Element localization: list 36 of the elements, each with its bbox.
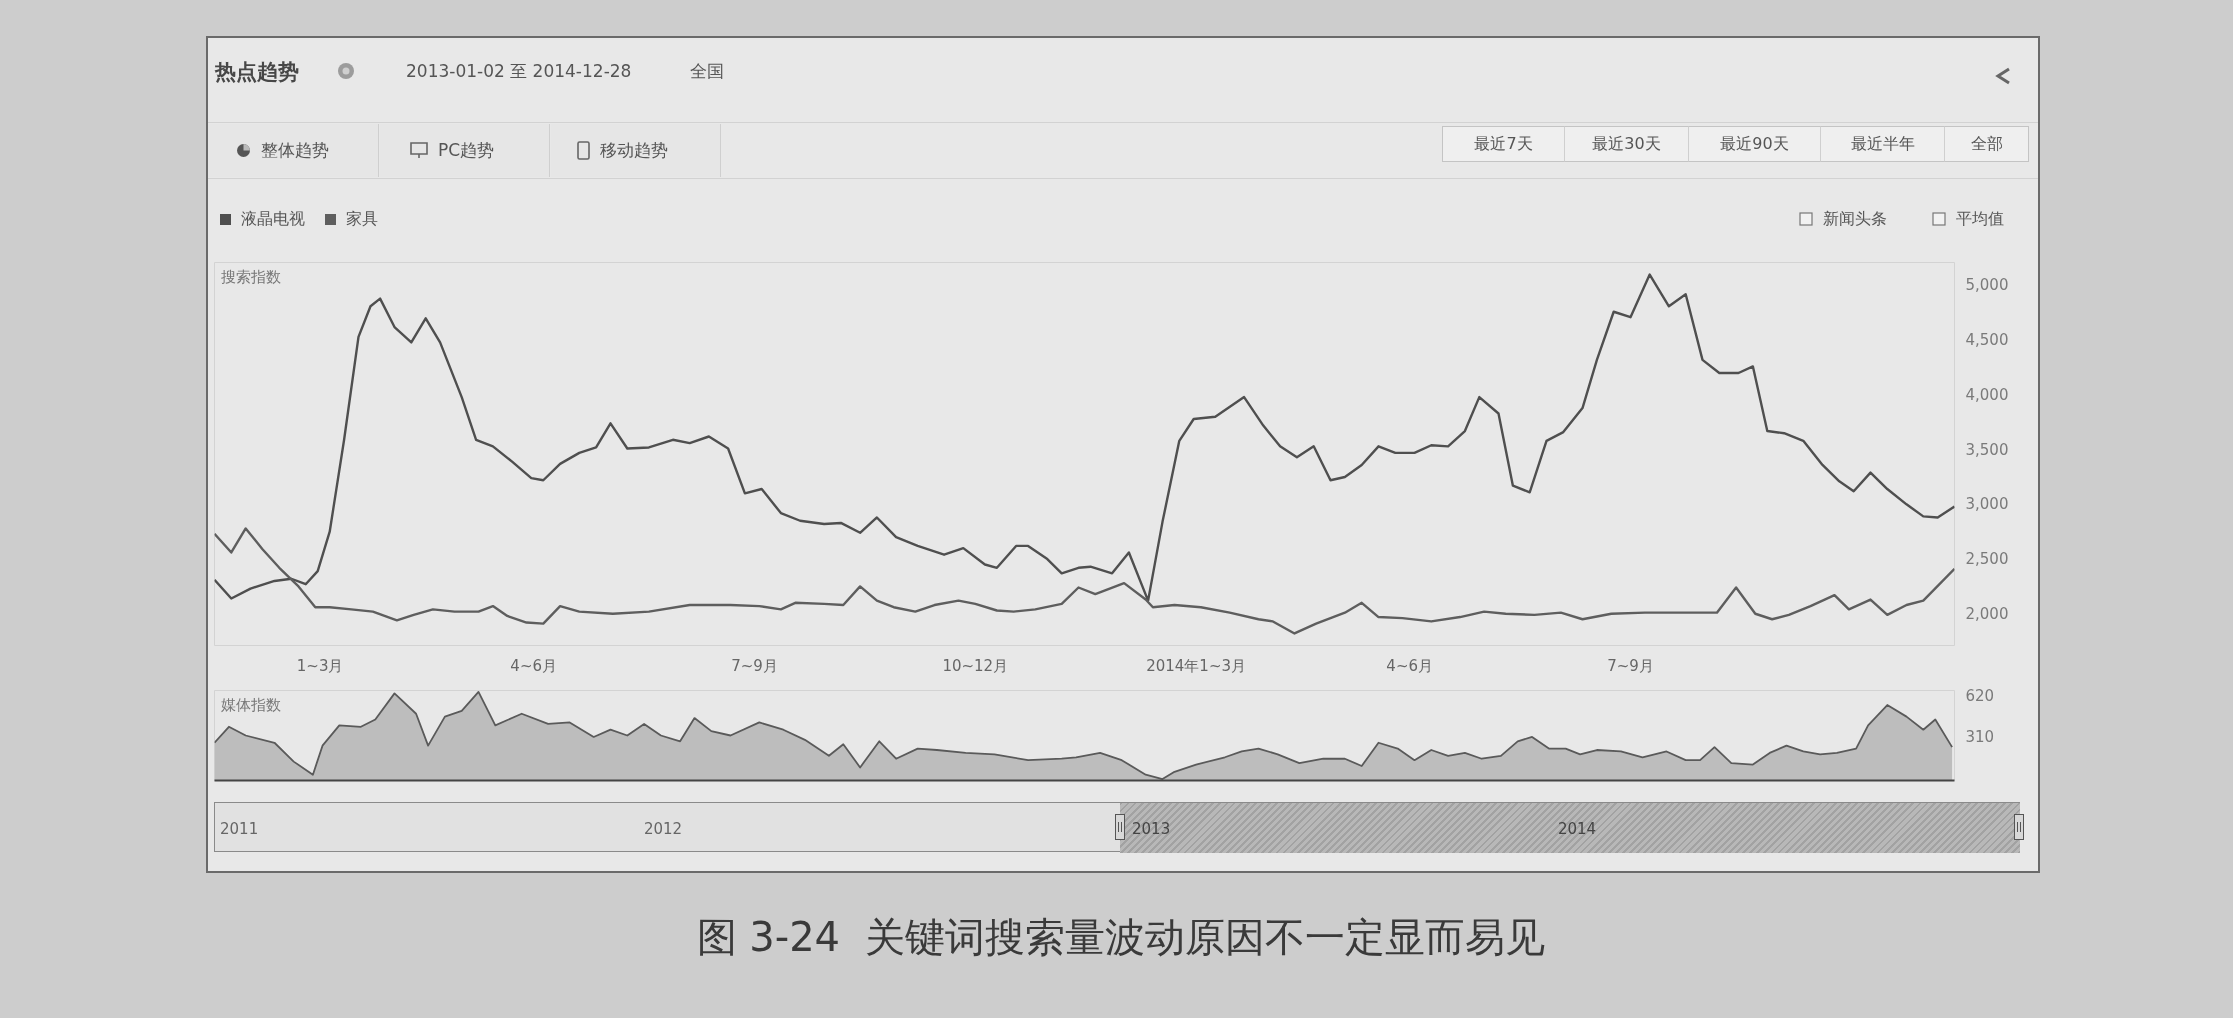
button: 最近90天 bbox=[1688, 126, 1820, 162]
y-tick-label: 4,500 bbox=[1965, 331, 2009, 350]
y-axis-title: 搜索指数 bbox=[220, 267, 281, 286]
y-tick-label: 4,000 bbox=[1965, 385, 2009, 404]
y-tick-label: 2,000 bbox=[1965, 604, 2009, 623]
y-tick-label: 2,500 bbox=[1965, 549, 2009, 568]
button: 最近30天 bbox=[1564, 126, 1688, 162]
y-tick-label: 5,000 bbox=[1965, 276, 2009, 295]
chart-title: 热点趋势 bbox=[215, 59, 299, 86]
caption: 图 3-24 关键词搜索量波动原因不一定显而易见 bbox=[695, 913, 1547, 962]
text: 2013 bbox=[1132, 819, 1171, 840]
x-tick-label: 10~12月 bbox=[942, 656, 1009, 675]
y-tick-label: 310 bbox=[1965, 727, 1995, 746]
legend-label: 液晶电视 bbox=[241, 207, 305, 230]
x-tick-label: 4~6月 bbox=[1386, 656, 1434, 675]
text: 2011 bbox=[220, 819, 259, 840]
text: 全国 bbox=[690, 60, 724, 83]
text: 2012 bbox=[643, 819, 683, 840]
button: 全部 bbox=[1944, 126, 2029, 162]
y-tick-label: 3,500 bbox=[1965, 440, 2009, 459]
x-tick-label: 7~9月 bbox=[731, 656, 778, 675]
x-tick-label: 1~3月 bbox=[296, 656, 344, 675]
x-tick-label: 7~9月 bbox=[1607, 656, 1654, 675]
button: 最近半年 bbox=[1820, 126, 1944, 162]
text: 新闻头条 bbox=[1823, 208, 1887, 230]
button: 最近7天 bbox=[1442, 126, 1564, 162]
chart-subtitle: 2013-01-02 至 2014-12-28 bbox=[406, 60, 632, 83]
y-tick-label: 620 bbox=[1965, 686, 1995, 705]
line-series bbox=[214, 527, 1955, 635]
text: 平均值 bbox=[1956, 208, 2004, 230]
y-axis-title: 媒体指数 bbox=[220, 695, 281, 714]
legend-label: 家具 bbox=[346, 207, 378, 230]
text: 2014 bbox=[1557, 819, 1597, 840]
x-tick-label: 2014年1~3月 bbox=[1146, 656, 1247, 675]
x-tick-label: 4~6月 bbox=[510, 656, 558, 675]
y-tick-label: 3,000 bbox=[1965, 495, 2009, 514]
